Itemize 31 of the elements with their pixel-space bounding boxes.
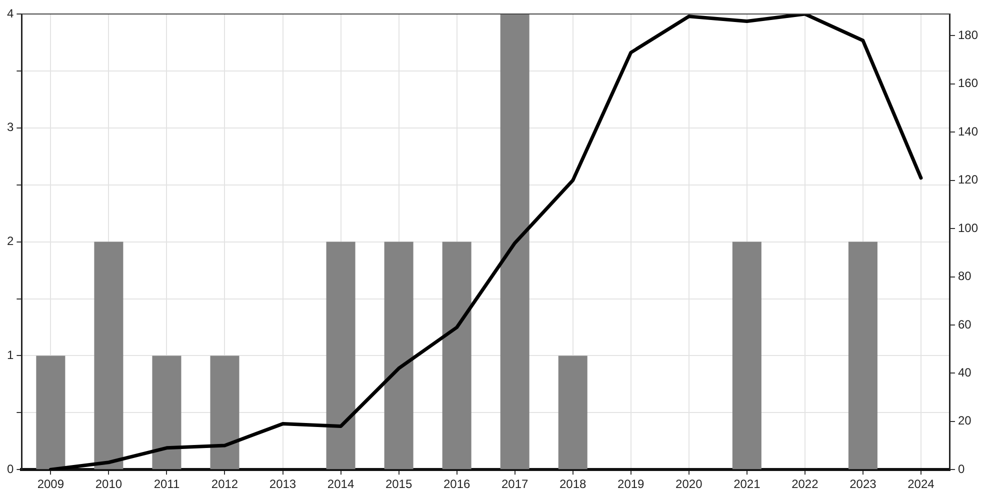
x-tick-label: 2022 bbox=[792, 477, 819, 492]
x-tick-label: 2024 bbox=[908, 477, 935, 492]
y2-tick-label: 0 bbox=[958, 462, 965, 476]
y2-tick-label: 60 bbox=[958, 317, 972, 332]
y2-tick-label: 100 bbox=[958, 220, 978, 235]
x-tick-label: 2019 bbox=[618, 477, 645, 492]
x-tick-label: 2023 bbox=[850, 477, 877, 492]
y2-tick-label: 80 bbox=[958, 269, 972, 284]
x-tick-label: 2021 bbox=[734, 477, 761, 492]
x-tick-label: 2012 bbox=[211, 477, 238, 492]
y-tick-label: 1 bbox=[6, 348, 14, 362]
x-tick-label: 2015 bbox=[385, 477, 412, 492]
x-tick-label: 2009 bbox=[37, 477, 64, 492]
x-tick-label: 2013 bbox=[269, 477, 296, 492]
x-tick-label: 2010 bbox=[95, 477, 122, 492]
y2-tick-label: 20 bbox=[958, 414, 972, 428]
y-tick-label: 4 bbox=[6, 6, 14, 20]
y2-tick-label: 180 bbox=[958, 28, 978, 42]
x-tick-label: 2018 bbox=[560, 477, 587, 492]
y-tick-label: 3 bbox=[6, 120, 14, 134]
x-tick-label: 2017 bbox=[501, 477, 529, 492]
y2-tick-label: 40 bbox=[958, 365, 972, 380]
x-tick-label: 2016 bbox=[443, 477, 470, 492]
x-tick-label: 2020 bbox=[676, 477, 703, 492]
y-tick-label: 2 bbox=[6, 234, 14, 248]
y2-tick-label: 120 bbox=[958, 172, 978, 187]
x-tick-label: 2014 bbox=[327, 477, 354, 492]
y-tick-label: 0 bbox=[6, 462, 14, 476]
y2-tick-label: 160 bbox=[958, 76, 978, 90]
y2-tick-label: 140 bbox=[958, 124, 978, 138]
x-tick-label: 2011 bbox=[154, 477, 180, 492]
